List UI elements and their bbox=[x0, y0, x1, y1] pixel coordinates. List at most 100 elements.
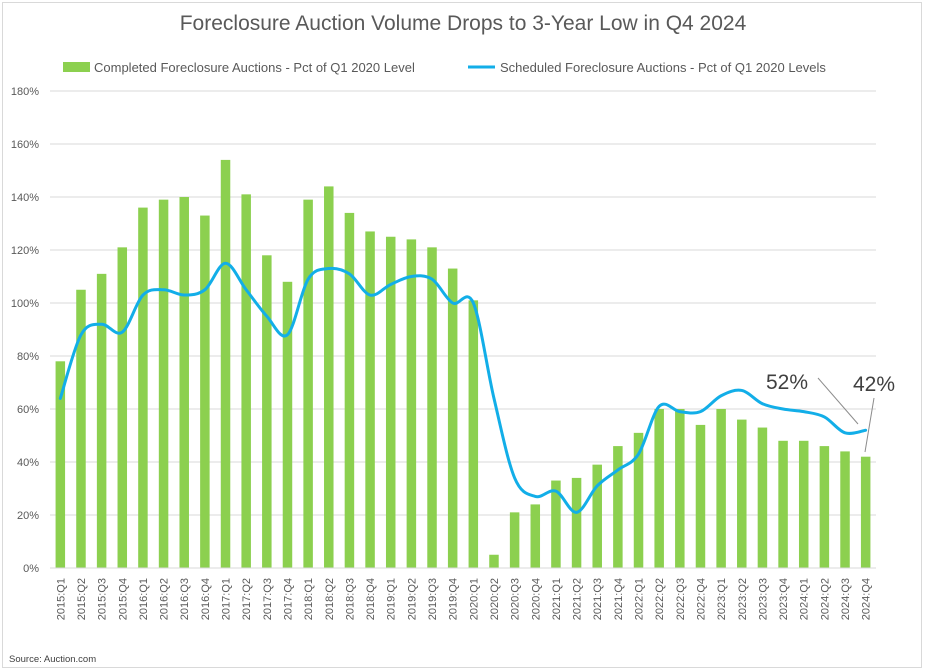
bar bbox=[798, 440, 809, 568]
x-tick-label: 2018:Q2 bbox=[324, 578, 336, 620]
x-tick-label: 2022:Q2 bbox=[654, 578, 666, 620]
chart-title: Foreclosure Auction Volume Drops to 3-Ye… bbox=[179, 12, 747, 35]
x-tick-label: 2015:Q1 bbox=[55, 578, 67, 620]
bar bbox=[324, 186, 334, 568]
x-tick-label: 2024:Q1 bbox=[799, 578, 811, 620]
x-tick-label: 2019:Q2 bbox=[406, 578, 418, 620]
x-tick-label: 2021:Q1 bbox=[551, 578, 563, 620]
bar bbox=[344, 212, 355, 568]
bar bbox=[282, 281, 293, 568]
bar bbox=[551, 480, 561, 568]
bar-series-completed bbox=[55, 159, 871, 569]
x-tick-label: 2017:Q1 bbox=[221, 578, 233, 620]
x-tick-label: 2018:Q3 bbox=[344, 578, 356, 620]
bar bbox=[447, 268, 458, 568]
annotations: 52% 42% bbox=[766, 371, 895, 453]
legend-label-completed: Completed Foreclosure Auctions - Pct of … bbox=[94, 60, 415, 75]
bar bbox=[571, 477, 582, 568]
bar bbox=[179, 197, 189, 568]
y-tick-label: 40% bbox=[17, 457, 39, 469]
bar bbox=[96, 273, 107, 568]
bar bbox=[509, 512, 520, 568]
x-tick-label: 2016:Q1 bbox=[138, 578, 150, 620]
bar bbox=[654, 409, 664, 568]
bar bbox=[737, 419, 747, 568]
bar bbox=[241, 194, 251, 568]
bar bbox=[365, 231, 375, 568]
x-tick-label: 2022:Q1 bbox=[634, 578, 646, 620]
y-tick-label: 60% bbox=[17, 404, 39, 416]
x-tick-label: 2019:Q1 bbox=[386, 578, 398, 620]
x-tick-label: 2023:Q2 bbox=[737, 578, 749, 620]
bar bbox=[406, 239, 417, 568]
x-tick-label: 2022:Q3 bbox=[675, 578, 687, 620]
annotation-leader-42 bbox=[864, 397, 875, 453]
x-tick-label: 2023:Q3 bbox=[757, 578, 769, 620]
annotation-leader-52 bbox=[817, 377, 859, 425]
x-tick-label: 2019:Q4 bbox=[448, 578, 460, 620]
x-tick-label: 2020:Q3 bbox=[510, 578, 522, 620]
x-tick-label: 2017:Q3 bbox=[262, 578, 274, 620]
x-tick-label: 2016:Q2 bbox=[159, 578, 171, 620]
x-tick-label: 2021:Q2 bbox=[572, 578, 584, 620]
x-tick-label: 2018:Q4 bbox=[365, 578, 377, 620]
y-tick-label: 120% bbox=[11, 245, 39, 257]
x-tick-label: 2020:Q1 bbox=[468, 578, 480, 620]
x-tick-label: 2015:Q2 bbox=[76, 578, 88, 620]
bar bbox=[220, 159, 231, 568]
x-tick-label: 2021:Q3 bbox=[592, 578, 604, 620]
bar bbox=[138, 207, 148, 568]
bar bbox=[76, 289, 86, 568]
bar bbox=[757, 427, 768, 568]
bar bbox=[840, 451, 850, 568]
y-tick-label: 100% bbox=[11, 298, 39, 310]
bar bbox=[675, 409, 685, 568]
line-series-scheduled bbox=[58, 261, 868, 514]
x-tick-label: 2024:Q2 bbox=[819, 578, 831, 620]
x-tick-label: 2024:Q4 bbox=[861, 578, 873, 620]
x-tick-label: 2023:Q4 bbox=[778, 578, 790, 620]
y-tick-label: 160% bbox=[11, 139, 39, 151]
bar bbox=[613, 446, 623, 568]
x-tick-label: 2023:Q1 bbox=[716, 578, 728, 620]
x-tick-label: 2016:Q3 bbox=[179, 578, 191, 620]
bar bbox=[117, 247, 128, 568]
annotation-42-percent: 42% bbox=[853, 373, 895, 396]
bar bbox=[819, 446, 830, 568]
x-tick-label: 2017:Q2 bbox=[241, 578, 253, 620]
bar bbox=[468, 300, 479, 568]
x-axis-ticks: 2015:Q1 2015:Q2 2015:Q3 2015:Q4 2016:Q1 2016:… bbox=[50, 567, 876, 620]
x-tick-label: 2017:Q4 bbox=[282, 578, 294, 620]
x-tick-label: 2019:Q3 bbox=[427, 578, 439, 620]
bar bbox=[262, 255, 272, 569]
bar bbox=[592, 464, 602, 568]
bar bbox=[303, 199, 313, 568]
y-axis-ticks: 0% 20% 40% 60% 80% 100% 120% 140% 160% 180% bbox=[11, 86, 39, 575]
bar bbox=[530, 504, 541, 568]
bar bbox=[55, 361, 66, 568]
bar bbox=[633, 432, 644, 568]
gridlines bbox=[50, 90, 876, 569]
bar bbox=[385, 236, 396, 568]
legend-label-scheduled: Scheduled Foreclosure Auctions - Pct of … bbox=[500, 60, 826, 75]
bar bbox=[158, 199, 169, 568]
x-tick-label: 2021:Q4 bbox=[613, 578, 625, 620]
bar bbox=[427, 247, 437, 568]
x-tick-label: 2020:Q2 bbox=[489, 578, 501, 620]
y-tick-label: 20% bbox=[17, 510, 39, 522]
legend-swatch-completed bbox=[63, 62, 90, 72]
x-tick-label: 2020:Q4 bbox=[530, 578, 542, 620]
bar bbox=[200, 215, 210, 569]
bar bbox=[778, 440, 788, 568]
bar bbox=[489, 554, 499, 568]
x-tick-label: 2018:Q1 bbox=[303, 578, 315, 620]
x-tick-label: 2016:Q4 bbox=[200, 578, 212, 620]
bar bbox=[860, 456, 871, 568]
bar bbox=[716, 409, 726, 568]
y-tick-label: 0% bbox=[23, 563, 39, 575]
x-tick-label: 2024:Q3 bbox=[840, 578, 852, 620]
bar bbox=[695, 424, 706, 568]
x-tick-label: 2015:Q4 bbox=[117, 578, 129, 620]
